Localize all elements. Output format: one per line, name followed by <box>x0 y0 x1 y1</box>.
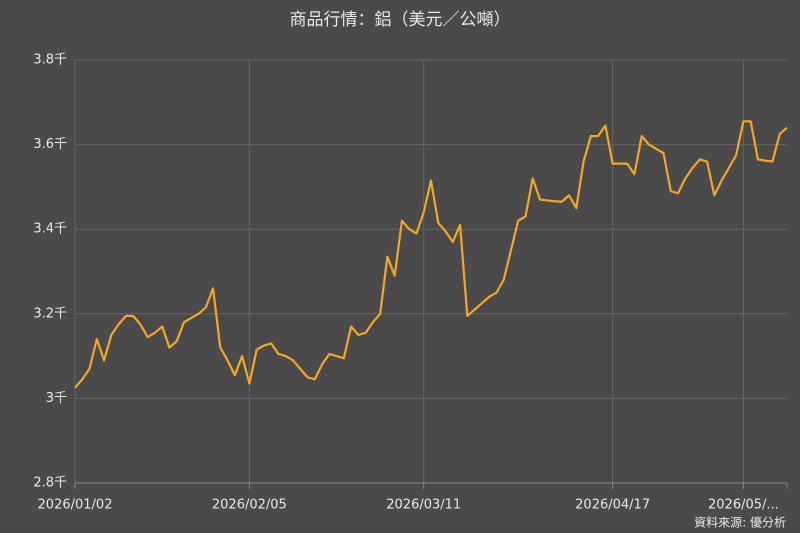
x-tick-label: 2026/01/02 <box>38 498 113 513</box>
source: 資料來源: 優分析 <box>694 516 786 530</box>
y-tick-label: 3.8千 <box>33 53 67 68</box>
y-tick-label: 2.8千 <box>33 476 67 491</box>
y-tick-label: 3千 <box>46 391 67 406</box>
line-series <box>74 120 788 389</box>
y-tick-label: 3.2千 <box>33 306 67 321</box>
x-tick-label: 2026/03/11 <box>386 498 461 513</box>
x-tick-label: 2026/05/... <box>708 498 779 513</box>
y-tick-label: 3.4千 <box>33 222 67 237</box>
x-tick-label: 2026/04/17 <box>575 498 650 513</box>
chart-title: 商品行情：鋁（美元／公噸） <box>290 10 511 30</box>
x-tick-label: 2026/02/05 <box>212 498 287 513</box>
y-tick-label: 3.6千 <box>33 137 67 152</box>
